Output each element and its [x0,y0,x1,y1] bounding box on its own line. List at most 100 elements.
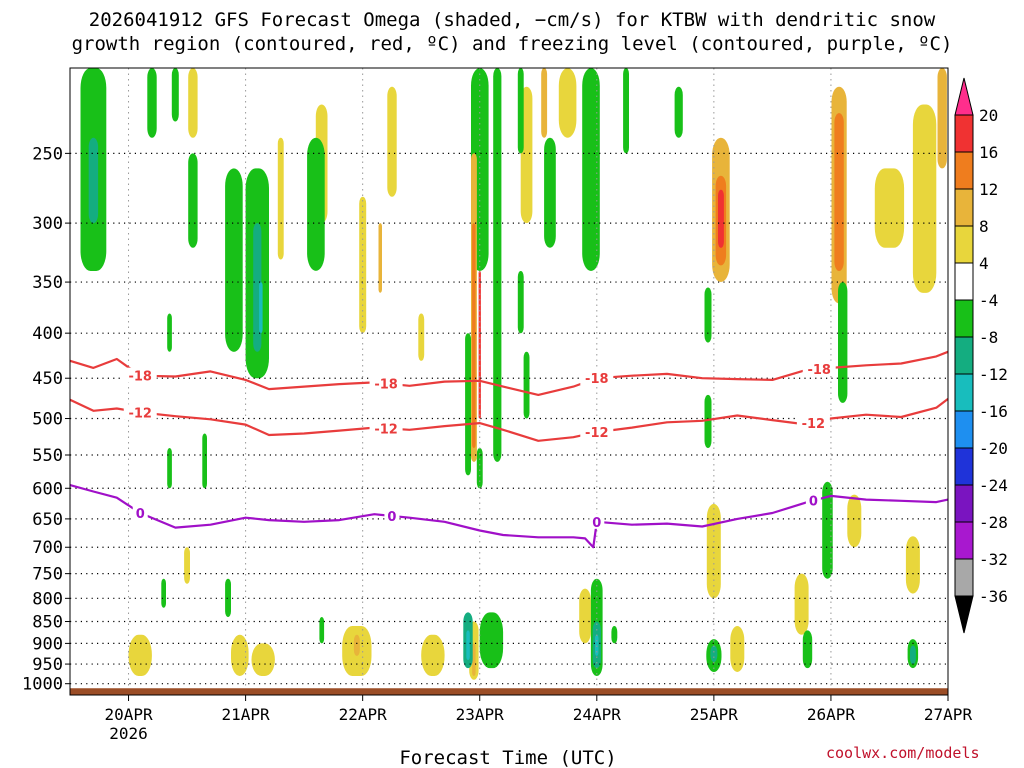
x-tick-label: 20APR [104,705,153,724]
omega-region [277,137,284,260]
contour-label-bg [123,404,157,420]
x-axis-label: Forecast Time (UTC) [399,747,616,768]
chart-title-line1: 2026041912 GFS Forecast Omega (shaded, −… [88,9,936,31]
omega-region [359,196,367,334]
omega-region [466,630,470,660]
x-tick-year-label: 2026 [109,724,148,743]
contour-label-bg [589,513,605,529]
y-tick-label: 1000 [22,675,63,695]
colorbar-swatch [954,447,974,486]
x-tick-label: 23APR [456,705,505,724]
omega-region [472,223,476,448]
contour-label-bg [384,507,400,523]
y-tick-label: 250 [32,144,63,164]
colorbar-swatch [954,336,974,375]
contour-label-bg [123,367,157,383]
y-tick-label: 350 [32,273,63,293]
colorbar-label: -4 [979,291,998,310]
omega-region [822,481,833,579]
omega-region [710,645,718,662]
colorbar-swatch [954,521,974,560]
omega-region [544,137,556,248]
y-tick-label: 800 [32,589,63,609]
omega-region [542,68,546,122]
omega-region [704,394,712,448]
omega-region [623,68,629,154]
contour-label: -18 [128,370,152,385]
colorbar-label: 12 [979,180,998,199]
colorbar-label: 4 [979,254,989,273]
omega-region [611,626,618,644]
omega-region [465,333,471,476]
omega-region [167,448,172,489]
omega-region [523,351,530,419]
omega-region [202,433,207,489]
colorbar-label: 16 [979,143,998,162]
colorbar-label: -24 [979,476,1008,495]
omega-region [188,68,198,138]
x-tick-label: 21APR [222,705,271,724]
omega-region [479,612,504,669]
contour-label: 0 [592,516,601,531]
colorbar-label: -8 [979,328,998,347]
omega-region [161,578,166,608]
y-tick-label: 500 [32,410,63,430]
omega-region [231,634,249,676]
omega-region [582,68,600,271]
y-tick-label: 600 [32,479,63,499]
omega-region [834,113,844,271]
colorbar-swatch [954,188,974,227]
contour-label: -12 [802,417,826,432]
omega-region [418,313,425,361]
y-tick-label: 650 [32,510,63,530]
omega-region [912,104,937,293]
omega-region [937,68,947,169]
contour-label: -18 [585,372,609,387]
omega-region [874,168,905,248]
colorbar-label: -32 [979,550,1008,569]
y-tick-label: 900 [32,634,63,654]
y-tick-label: 550 [32,446,63,466]
y-tick-label: 950 [32,655,63,675]
ground-surface [70,688,948,695]
x-tick-label: 25APR [690,705,739,724]
y-tick-label: 850 [32,613,63,633]
colorbar-label: -28 [979,513,1008,532]
omega-region [353,634,360,656]
colorbar-label: -16 [979,402,1008,421]
omega-region [674,86,683,138]
colorbar-label: 20 [979,106,998,125]
contour-label-bg [369,420,403,436]
omega-shading-layer [80,68,947,680]
omega-region [128,634,152,676]
omega-region [558,68,577,138]
y-tick-label: 700 [32,538,63,558]
omega-region [421,634,445,676]
omega-region [579,588,591,644]
omega-region [319,617,325,644]
omega-region [251,643,275,676]
omega-region [493,68,502,462]
x-axis: 20APR 21APR 22APR 23APR 24APR 25APR 26APR 27APR… [104,695,972,743]
colorbar-swatch [954,299,974,338]
omega-region [88,137,99,224]
omega-region [838,282,848,403]
omega-region [472,643,476,676]
y-tick-label: 400 [32,324,63,344]
x-tick-label: 24APR [573,705,622,724]
contour-label-bg [580,424,614,440]
colorbar-swatch [954,262,974,301]
contour-label: -18 [807,363,831,378]
omega-region [307,137,325,271]
omega-region [259,282,263,334]
credit-text: coolwx.com/models [826,744,980,762]
omega-region [910,645,916,665]
omega-region [387,86,397,197]
colorbar-swatch [954,225,974,264]
omega-region [706,503,721,599]
contour-label: 0 [387,510,396,525]
colorbar-legend: 20 16 12 8 4 -4 -8 -12 -16 -20 -24 -28 -32 -36 [954,77,1008,634]
omega-region [517,271,524,334]
y-tick-label: 450 [32,369,63,389]
y-tick-label: 750 [32,565,63,585]
